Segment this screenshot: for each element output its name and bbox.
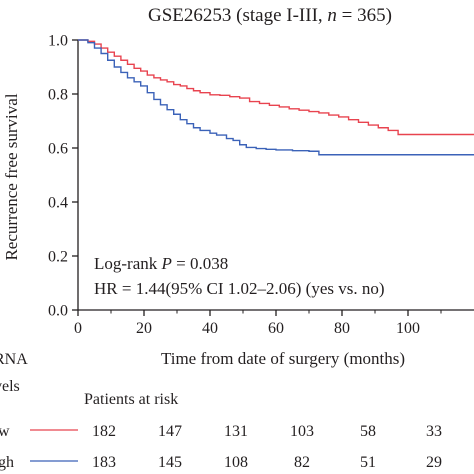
risk-count: 103 — [290, 423, 314, 440]
risk-count: 147 — [158, 423, 182, 440]
y-tick-label: 0.6 — [48, 141, 68, 158]
risk-count: 108 — [224, 454, 248, 471]
y-axis-label: Recurrence free survival — [2, 93, 21, 260]
risk-rows: w 182 147 131 103 58 33 gh 183 145 108 82 51 29 — [0, 423, 442, 471]
risk-table: RNA vels Patients at risk w 182 147 131 103 5… — [0, 351, 442, 471]
y-tick-label: 0.2 — [48, 249, 68, 266]
risk-count: 51 — [360, 454, 376, 471]
risk-group-header-line2: vels — [0, 378, 20, 395]
risk-count: 182 — [92, 423, 116, 440]
risk-count: 58 — [360, 423, 376, 440]
survival-line-high — [78, 39, 474, 156]
survival-line-low — [78, 39, 474, 136]
hazard-ratio-annotation: HR = 1.44(95% CI 1.02–2.06) (yes vs. no) — [94, 279, 385, 298]
risk-count: 33 — [426, 423, 442, 440]
risk-group-header-line1: RNA — [0, 351, 28, 368]
x-tick-label: 60 — [268, 320, 284, 337]
logrank-annotation: Log-rank P = 0.038 — [94, 254, 228, 273]
y-tick-label: 0.0 — [48, 303, 68, 320]
x-tick-label: 40 — [202, 320, 218, 337]
risk-row-label: gh — [0, 454, 14, 471]
risk-count: 29 — [426, 454, 442, 471]
x-tick-label: 100 — [396, 320, 420, 337]
x-axis-label: Time from date of surgery (months) — [161, 349, 405, 368]
risk-count: 183 — [92, 454, 116, 471]
risk-row-label: w — [0, 423, 10, 440]
y-tick-label: 0.8 — [48, 87, 68, 104]
risk-count: 82 — [294, 454, 310, 471]
y-tick-label: 1.0 — [48, 33, 68, 50]
ticks: 0.0 0.2 0.4 0.6 0.8 1.0 0 20 40 60 80 100 — [48, 33, 442, 337]
risk-count: 145 — [158, 454, 182, 471]
x-tick-label: 80 — [334, 320, 350, 337]
risk-count: 131 — [224, 423, 248, 440]
x-tick-label: 20 — [136, 320, 152, 337]
y-tick-label: 0.4 — [48, 195, 68, 212]
x-tick-label: 0 — [74, 320, 82, 337]
risk-table-title: Patients at risk — [84, 391, 178, 408]
survival-curves — [78, 39, 474, 156]
chart-title: GSE26253 (stage I-III, n = 365) — [148, 5, 392, 26]
